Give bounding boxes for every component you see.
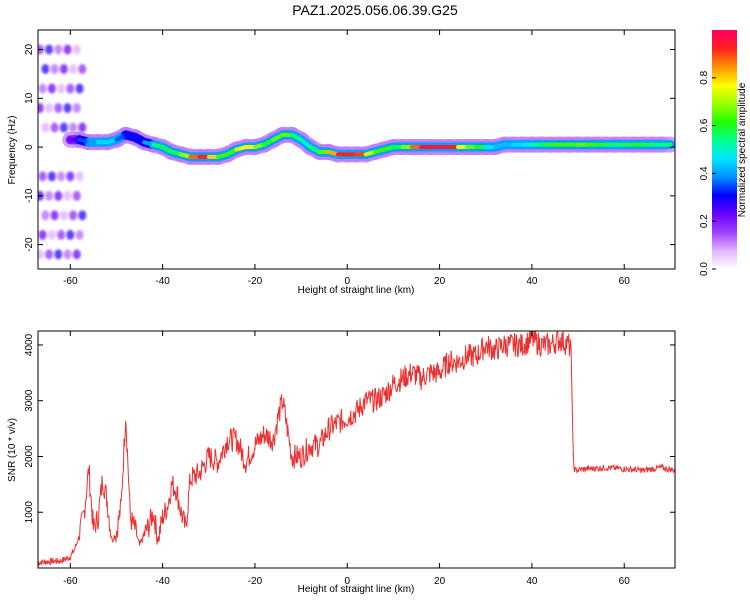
spectrogram-noise-blob xyxy=(54,190,63,201)
spectrogram-noise-blob xyxy=(38,249,44,260)
spectrogram-noise-blob xyxy=(69,210,78,221)
colorbar: 0.0 0.2 0.4 0.6 0.8 Normalized spectral ampl… xyxy=(699,30,748,276)
colorbar-tick-label: 0.2 xyxy=(699,214,710,228)
snr-y-tick-label: 2000 xyxy=(24,445,35,468)
spectrogram-noise-blob xyxy=(41,210,50,221)
spectrogram-noise-blob xyxy=(47,229,56,240)
spectrogram-x-tick-label: 40 xyxy=(526,276,538,287)
spectrogram-noise-blob xyxy=(63,44,72,55)
spectrogram-x-tick-label: -20 xyxy=(248,276,263,287)
spectrogram-noise-blob xyxy=(78,210,87,221)
spectrogram-noise-blob xyxy=(78,122,87,133)
snr-plot-area xyxy=(38,331,675,568)
spectrogram-noise-blob xyxy=(57,229,66,240)
spectrogram-noise-blob xyxy=(69,64,78,75)
spectrogram-y-tick-label: 20 xyxy=(24,44,35,56)
snr-panel: -60 -40 -20 0 20 40 60 1000 2000 3000 4000 Height … xyxy=(7,330,676,595)
spectrogram-panel: -60 -40 -20 0 20 40 60 -20 -10 0 10 20 Height of st… xyxy=(7,29,676,296)
spectrogram-noise-blob xyxy=(66,229,75,240)
spectrogram-noise-blob xyxy=(66,83,75,94)
spectrogram-noise-blob xyxy=(72,44,81,55)
spectrogram-noise-blob xyxy=(72,249,81,260)
spectrogram-x-tick-label: -60 xyxy=(63,276,78,287)
spectrogram-x-tick-label: 20 xyxy=(434,276,446,287)
spectrogram-y-tick-label: 0 xyxy=(24,144,35,150)
spectrogram-noise-blob xyxy=(75,83,84,94)
snr-series-line xyxy=(38,331,675,567)
snr-y-tick-label: 1000 xyxy=(24,501,35,524)
spectrogram-noise-blob xyxy=(75,229,84,240)
spectrogram-noise-blob xyxy=(54,249,63,260)
spectrogram-noise-blob xyxy=(50,64,59,75)
colorbar-gradient xyxy=(712,30,737,269)
colorbar-tick-label: 0.8 xyxy=(699,70,710,84)
spectrogram-noise-blob xyxy=(38,83,47,94)
snr-ticks: -60 -40 -20 0 20 40 60 1000 2000 3000 4000 xyxy=(24,331,675,587)
snr-x-tick-label: 40 xyxy=(526,576,538,587)
colorbar-tick-label: 0.6 xyxy=(699,118,710,132)
spectrogram-noise-blob xyxy=(78,64,87,75)
spectrogram-x-tick-label: 0 xyxy=(344,276,350,287)
spectrogram-noise-blob xyxy=(72,103,81,114)
spectrogram-x-tick-label: -40 xyxy=(155,276,170,287)
spectrogram-noise-blob xyxy=(38,103,44,114)
spectrogram-noise-blob xyxy=(45,190,54,201)
spectrogram-x-label: Height of straight line (km) xyxy=(298,285,415,296)
spectrogram-noise-blob xyxy=(45,249,54,260)
snr-y-tick-label: 4000 xyxy=(24,333,35,356)
spectrogram-noise-blob xyxy=(54,103,63,114)
snr-marks xyxy=(38,331,675,567)
spectrogram-noise-blob xyxy=(57,171,66,182)
spectrogram-noise-blob xyxy=(63,249,72,260)
snr-frame xyxy=(37,330,676,569)
colorbar-ticks: 0.0 0.2 0.4 0.6 0.8 xyxy=(699,70,716,276)
spectrogram-noise-blob xyxy=(54,44,63,55)
snr-x-tick-label: -20 xyxy=(248,576,263,587)
spectrogram-noise-blob xyxy=(72,190,81,201)
spectrogram-noise-blob xyxy=(75,171,84,182)
spectrogram-noise-blob xyxy=(38,171,47,182)
spectrogram-y-label: Frequency (Hz) xyxy=(7,116,18,185)
snr-y-label: SNR (10 * v/v) xyxy=(7,418,18,482)
spectrogram-ticks: -60 -40 -20 0 20 40 60 -20 -10 0 10 20 xyxy=(24,30,675,287)
spectrogram-noise-blob xyxy=(63,103,72,114)
spectrogram-noise-blob xyxy=(50,122,59,133)
spectrogram-frame xyxy=(37,29,676,270)
spectrogram-x-tick-label: 60 xyxy=(619,276,631,287)
spectrogram-y-tick-label: 10 xyxy=(24,92,35,104)
spectrogram-noise-blob xyxy=(57,83,66,94)
spectrogram-noise-blob xyxy=(45,44,54,55)
figure-title: PAZ1.2025.056.06.39.G25 xyxy=(292,2,458,18)
snr-x-label: Height of straight line (km) xyxy=(298,584,415,595)
spectrogram-noise-blob xyxy=(47,171,56,182)
snr-x-tick-label: -40 xyxy=(155,576,170,587)
snr-x-tick-label: 20 xyxy=(434,576,446,587)
spectrogram-noise-blob xyxy=(59,64,68,75)
snr-x-tick-label: 60 xyxy=(619,576,631,587)
spectrogram-noise-blob xyxy=(66,171,75,182)
colorbar-tick-label: 0.4 xyxy=(699,166,710,180)
spectrogram-noise-blob xyxy=(47,83,56,94)
colorbar-label: Normalized spectral amplitude xyxy=(737,82,748,217)
colorbar-tick-label: 0.0 xyxy=(699,262,710,276)
spectrogram-noise-blob xyxy=(38,229,47,240)
snr-x-tick-label: 0 xyxy=(344,576,350,587)
spectrogram-noise-blob xyxy=(45,103,54,114)
spectrogram-noise-blob xyxy=(59,210,68,221)
spectrogram-noise-blob xyxy=(59,122,68,133)
spectrogram-y-tick-label: -10 xyxy=(24,188,35,203)
spectrogram-noise-blob xyxy=(41,122,50,133)
spectrogram-y-tick-label: -20 xyxy=(24,237,35,252)
snr-y-tick-label: 3000 xyxy=(24,389,35,412)
spectrogram-noise-blob xyxy=(63,190,72,201)
spectrogram-noise-blob xyxy=(50,210,59,221)
spectrogram-noise-blob xyxy=(41,64,50,75)
spectrogram-marks xyxy=(38,44,675,260)
snr-x-tick-label: -60 xyxy=(63,576,78,587)
spectrogram-noise-blob xyxy=(69,122,78,133)
